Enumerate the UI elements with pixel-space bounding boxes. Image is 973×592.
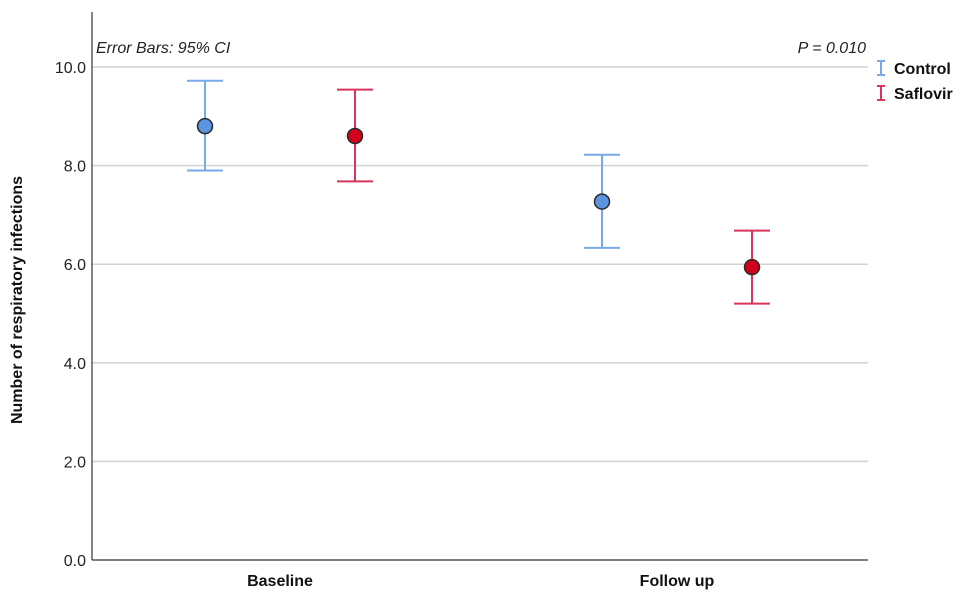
- data-point: [198, 119, 213, 134]
- p-value-label: P = 0.010: [798, 40, 866, 57]
- y-tick-label: 6.0: [64, 257, 86, 274]
- legend: Control Saflovir: [877, 61, 953, 103]
- series-saflovir: [337, 90, 770, 304]
- y-tick-labels: 0.0 2.0 4.0 6.0 8.0 10.0: [55, 60, 86, 570]
- y-tick-label: 10.0: [55, 60, 86, 77]
- y-tick-label: 2.0: [64, 454, 86, 471]
- y-tick-label: 8.0: [64, 159, 86, 176]
- error-bar-icon: [877, 86, 885, 100]
- error-bar-icon: [877, 61, 885, 75]
- legend-item-saflovir: Saflovir: [877, 86, 953, 103]
- series-control: [187, 81, 620, 248]
- data-point: [745, 260, 760, 275]
- y-axis-title: Number of respiratory infections: [9, 176, 26, 424]
- legend-label: Control: [894, 61, 951, 78]
- x-tick-label: Baseline: [247, 573, 313, 590]
- data-point: [595, 194, 610, 209]
- y-tick-label: 0.0: [64, 553, 86, 570]
- data-point: [348, 129, 363, 144]
- series-layer: [187, 81, 770, 304]
- x-tick-labels: Baseline Follow up: [247, 573, 714, 590]
- legend-item-control: Control: [877, 61, 951, 78]
- x-tick-label: Follow up: [640, 573, 715, 590]
- y-tick-label: 4.0: [64, 356, 86, 373]
- legend-label: Saflovir: [894, 86, 953, 103]
- error-bars-note: Error Bars: 95% CI: [96, 40, 231, 57]
